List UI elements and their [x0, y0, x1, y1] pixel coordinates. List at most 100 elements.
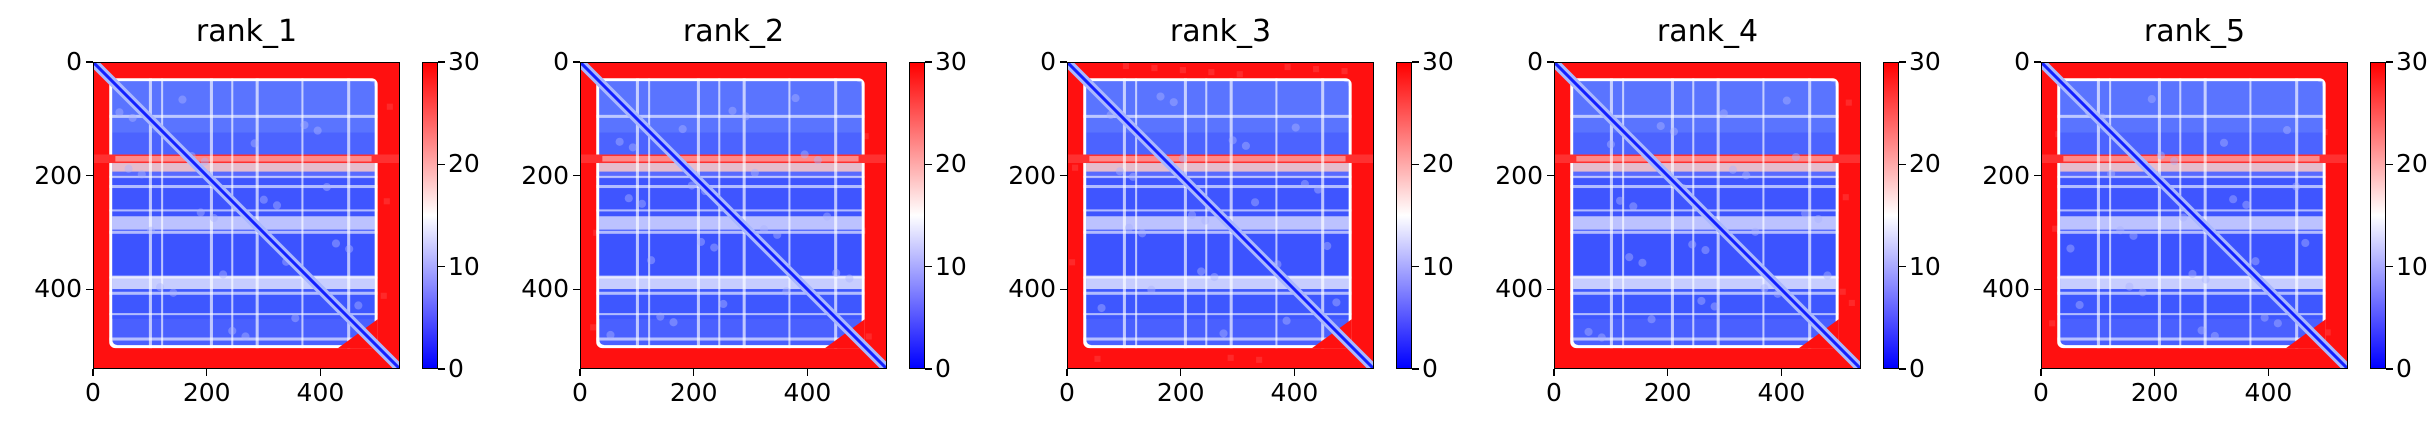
- y-tick-mark: [86, 288, 93, 291]
- colorbar: [1883, 62, 1899, 369]
- colorbar: [909, 62, 925, 369]
- colorbar-tick-label: 10: [1422, 251, 1454, 281]
- heatmap: [1067, 62, 1374, 369]
- y-tick-mark: [1060, 61, 1067, 63]
- colorbar-tick-label: 20: [935, 149, 967, 179]
- y-tick-mark: [86, 174, 93, 177]
- y-tick-mark: [2034, 174, 2041, 177]
- colorbar-tick-label: 20: [1422, 149, 1454, 179]
- heatmap: [2041, 62, 2348, 369]
- y-tick-mark: [573, 288, 580, 291]
- y-tick-label: 400: [34, 274, 82, 304]
- colorbar-tick-label: 10: [448, 251, 480, 281]
- colorbar-tick-mark: [2386, 61, 2393, 63]
- x-tick-label: 400: [2244, 378, 2293, 407]
- colorbar-tick-mark: [1899, 265, 1906, 268]
- y-tick-label: 400: [521, 274, 569, 304]
- x-tick-mark: [92, 369, 94, 376]
- colorbar-tick-label: 30: [448, 47, 480, 76]
- colorbar-tick-label: 0: [448, 354, 464, 383]
- colorbar-tick-mark: [925, 265, 932, 268]
- y-tick-label: 200: [1495, 160, 1543, 190]
- colorbar-tick-mark: [438, 368, 445, 370]
- y-tick-mark: [1547, 61, 1554, 63]
- y-tick-label: 0: [1040, 47, 1056, 76]
- colorbar-tick-label: 10: [2396, 251, 2428, 281]
- x-tick-mark: [205, 369, 208, 376]
- y-tick-mark: [1060, 288, 1067, 291]
- x-tick-mark: [579, 369, 581, 376]
- y-tick-label: 200: [521, 160, 569, 190]
- x-tick-label: 200: [1643, 378, 1692, 407]
- x-tick-label: 0: [2033, 378, 2049, 407]
- colorbar-tick-mark: [925, 163, 932, 166]
- chart-title: rank_3: [1169, 14, 1272, 49]
- chart-panel-2: rank_2 0 200 400 0 200 400 0 10 20 30: [487, 0, 974, 438]
- heatmap: [1554, 62, 1861, 369]
- y-tick-label: 200: [1008, 160, 1056, 190]
- x-tick-mark: [806, 369, 809, 376]
- y-tick-label: 200: [34, 160, 82, 190]
- chart-title: rank_5: [2143, 14, 2246, 49]
- x-tick-mark: [1293, 369, 1296, 376]
- colorbar-tick-mark: [925, 61, 932, 63]
- colorbar-tick-label: 0: [2396, 354, 2412, 383]
- colorbar-tick-mark: [438, 163, 445, 166]
- colorbar-tick-mark: [1412, 163, 1419, 166]
- y-tick-label: 400: [1495, 274, 1543, 304]
- heatmap: [93, 62, 400, 369]
- colorbar-tick-mark: [1412, 368, 1419, 370]
- colorbar-tick-mark: [438, 61, 445, 63]
- x-tick-mark: [1780, 369, 1783, 376]
- x-tick-label: 0: [85, 378, 101, 407]
- colorbar: [422, 62, 438, 369]
- colorbar-tick-label: 30: [935, 47, 967, 76]
- x-tick-label: 400: [783, 378, 832, 407]
- colorbar-tick-mark: [1899, 61, 1906, 63]
- x-tick-mark: [1553, 369, 1555, 376]
- y-tick-mark: [86, 61, 93, 63]
- colorbar-tick-mark: [925, 368, 932, 370]
- chart-panel-1: rank_1 0 200 400 0 200 400 0 10 20 30: [0, 0, 487, 438]
- colorbar-tick-mark: [1899, 368, 1906, 370]
- x-tick-mark: [319, 369, 322, 376]
- chart-title: rank_4: [1656, 14, 1759, 49]
- y-tick-mark: [2034, 288, 2041, 291]
- colorbar-tick-mark: [438, 265, 445, 268]
- x-tick-mark: [2267, 369, 2270, 376]
- x-tick-mark: [1066, 369, 1068, 376]
- colorbar-tick-mark: [2386, 163, 2393, 166]
- x-tick-label: 400: [1270, 378, 1319, 407]
- y-tick-label: 0: [1527, 47, 1543, 76]
- colorbar-tick-mark: [2386, 265, 2393, 268]
- x-tick-label: 0: [1546, 378, 1562, 407]
- colorbar-tick-label: 30: [1909, 47, 1941, 76]
- y-tick-mark: [573, 174, 580, 177]
- colorbar-tick-label: 0: [935, 354, 951, 383]
- x-tick-mark: [2040, 369, 2042, 376]
- chart-title: rank_2: [682, 14, 785, 49]
- y-tick-mark: [1547, 174, 1554, 177]
- x-tick-label: 200: [2130, 378, 2179, 407]
- colorbar-tick-mark: [1412, 61, 1419, 63]
- colorbar: [2370, 62, 2386, 369]
- colorbar-tick-mark: [2386, 368, 2393, 370]
- x-tick-label: 400: [1757, 378, 1806, 407]
- y-tick-mark: [573, 61, 580, 63]
- chart-title: rank_1: [195, 14, 298, 49]
- x-tick-label: 0: [1059, 378, 1075, 407]
- colorbar-tick-label: 0: [1909, 354, 1925, 383]
- y-tick-label: 0: [553, 47, 569, 76]
- colorbar-tick-mark: [1899, 163, 1906, 166]
- colorbar-tick-label: 20: [2396, 149, 2428, 179]
- chart-panel-3: rank_3 0 200 400 0 200 400 0 10 20 30: [974, 0, 1461, 438]
- heatmap: [580, 62, 887, 369]
- y-tick-label: 200: [1982, 160, 2030, 190]
- x-tick-label: 0: [572, 378, 588, 407]
- y-tick-mark: [2034, 61, 2041, 63]
- chart-panel-4: rank_4 0 200 400 0 200 400 0 10 20 30: [1461, 0, 1948, 438]
- colorbar-tick-label: 20: [1909, 149, 1941, 179]
- y-tick-label: 400: [1008, 274, 1056, 304]
- x-tick-mark: [692, 369, 695, 376]
